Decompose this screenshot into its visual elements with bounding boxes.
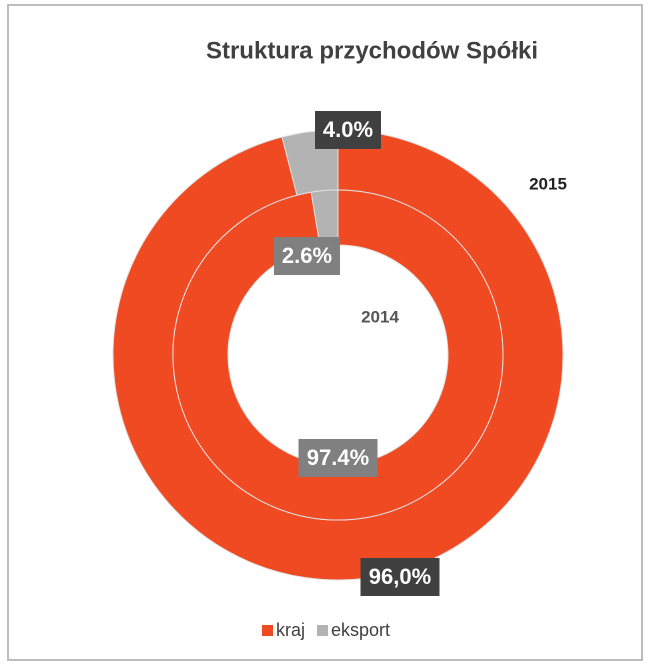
data-label: 4.0% (315, 111, 381, 149)
data-label: 2.6% (274, 237, 340, 275)
chart-title: Struktura przychodów Spółki (206, 37, 538, 64)
data-label-box (315, 111, 381, 149)
data-label-text: 2.6% (282, 243, 332, 268)
legend-label: eksport (331, 620, 390, 640)
ring-label: 2014 (361, 307, 399, 326)
data-label: 97.4% (298, 439, 378, 477)
data-label-box (360, 558, 440, 596)
data-label-box (274, 237, 340, 275)
ring-label: 2015 (529, 174, 567, 193)
donut-slice (172, 189, 504, 521)
data-label-text: 97.4% (307, 445, 369, 470)
legend-label: kraj (276, 620, 305, 640)
data-label-box (298, 439, 378, 477)
legend-swatch (317, 625, 329, 636)
data-label: 96,0% (360, 558, 440, 596)
data-label-text: 96,0% (369, 564, 431, 589)
legend-swatch (262, 625, 273, 636)
data-label-text: 4.0% (323, 117, 373, 142)
